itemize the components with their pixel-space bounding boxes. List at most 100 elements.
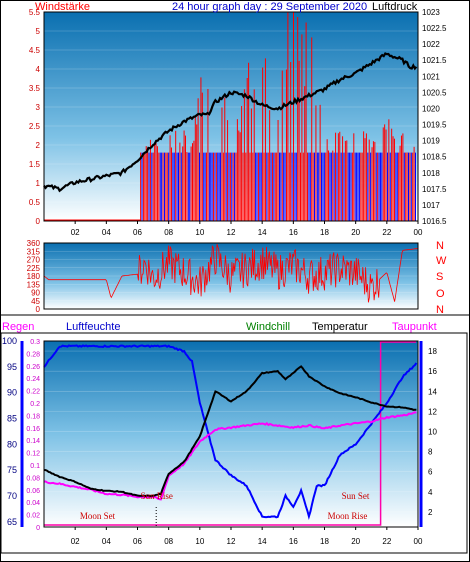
p1-left-tick-label: 4.5 [29, 46, 41, 55]
p1-right-tick-label: 1022.5 [422, 24, 447, 33]
luftdruck-label: Luftdruck [372, 1, 418, 13]
p1-left-tick-label: 1.5 [29, 160, 41, 169]
p1-x-tick-label: 14 [258, 228, 267, 237]
p3-rain-tick-label: 0.14 [26, 438, 40, 445]
p1-x-tick-label: 08 [164, 228, 173, 237]
p1-x-tick-label: 02 [71, 228, 80, 237]
p2-left-tick-label: 180 [27, 272, 41, 281]
wind-direction-line [43, 243, 419, 303]
windstaerke-label: Windstärke [35, 1, 91, 13]
p1-x-tick-label: 06 [133, 228, 142, 237]
p1-right-tick-label: 1018 [422, 169, 440, 178]
p3-rain-tick-label: 0.12 [26, 451, 40, 458]
p2-left-tick-label: 225 [27, 264, 41, 273]
moon-set-annotation: Moon Set [80, 511, 116, 521]
p1-x-tick-label: 20 [351, 228, 360, 237]
p3-rain-tick-label: 0.04 [26, 500, 40, 507]
p1-left-tick-label: 5 [36, 27, 41, 36]
temperature-line [43, 365, 417, 498]
p1-x-tick-label: 04 [102, 228, 111, 237]
p3-x-tick-label: 00 [414, 537, 423, 546]
p3-rain-tick-label: 0.26 [26, 364, 40, 371]
p3-rain-tick-label: 0.28 [26, 351, 40, 358]
p3-rain-tick-label: 0.3 [30, 339, 40, 346]
p3-x-tick-label: 20 [351, 537, 360, 546]
p3-humidity-tick-label: 100 [2, 336, 17, 346]
pressure-line [43, 52, 418, 193]
compass-w: W [436, 255, 447, 267]
regen-label: Regen [2, 321, 35, 333]
p3-humidity-tick-label: 65 [7, 517, 17, 527]
p1-left-tick-label: 3.5 [29, 84, 41, 93]
p3-right-tick-label: 12 [428, 407, 437, 416]
p2-left-tick-label: 0 [36, 305, 41, 314]
p2-left-tick-label: 135 [27, 280, 41, 289]
p3-right-tick-label: 18 [428, 347, 437, 356]
p3-right-tick-label: 10 [428, 427, 437, 436]
p3-right-tick-label: 6 [428, 468, 433, 477]
p3-x-tick-label: 22 [382, 537, 391, 546]
p1-left-tick-label: 0.5 [29, 198, 41, 207]
p1-right-tick-label: 1023 [422, 8, 440, 17]
taupunkt-label: Taupunkt [392, 321, 437, 333]
p3-right-tick-label: 8 [428, 448, 433, 457]
p1-x-tick-label: 00 [414, 228, 423, 237]
p1-x-tick-label: 22 [382, 228, 391, 237]
p3-rain-tick-label: 0 [36, 525, 40, 532]
p1-right-tick-label: 1021 [422, 72, 440, 81]
p3-rain-tick-label: 0.02 [26, 513, 40, 520]
compass-o: O [436, 288, 445, 300]
dewpoint-line [43, 411, 417, 501]
p1-right-tick-label: 1021.5 [422, 56, 447, 65]
p3-rain-tick-label: 0.18 [26, 413, 40, 420]
p1-left-tick-label: 0 [36, 217, 41, 226]
p2-left-tick-label: 270 [27, 256, 41, 265]
p1-left-tick-label: 2.5 [29, 122, 41, 131]
p3-x-tick-label: 10 [195, 537, 204, 546]
p2-left-tick-label: 360 [27, 239, 41, 248]
p3-humidity-tick-label: 95 [7, 362, 17, 372]
p3-humidity-tick-label: 70 [7, 491, 17, 501]
sun-set-annotation: Sun Set [342, 491, 370, 501]
p3-rain-tick-label: 0.06 [26, 488, 40, 495]
p1-left-tick-label: 3 [36, 103, 41, 112]
panel-2-border [43, 242, 419, 310]
p1-right-tick-label: 1017.5 [422, 185, 447, 194]
p3-x-tick-label: 18 [320, 537, 329, 546]
p2-left-tick-label: 45 [31, 297, 40, 306]
p1-right-tick-label: 1018.5 [422, 153, 447, 162]
p3-rain-tick-label: 0.24 [26, 376, 40, 383]
p3-x-tick-label: 06 [133, 537, 142, 546]
p1-right-tick-label: 1019 [422, 137, 440, 146]
p3-right-tick-label: 14 [428, 387, 437, 396]
temperatur-label: Temperatur [312, 321, 368, 333]
p1-x-tick-label: 18 [320, 228, 329, 237]
p3-rain-tick-label: 0.2 [30, 401, 40, 408]
p1-left-tick-label: 1 [36, 179, 41, 188]
p3-x-tick-label: 12 [227, 537, 236, 546]
p1-x-tick-label: 12 [227, 228, 236, 237]
p1-right-tick-label: 1022 [422, 40, 440, 49]
sun-rise-annotation: Sun Rise [141, 491, 173, 501]
p1-left-tick-label: 5.5 [29, 8, 41, 17]
compass-n-bottom: N [436, 304, 444, 316]
p1-right-tick-label: 1019.5 [422, 121, 447, 130]
luftfeuchte-label: Luftfeuchte [66, 321, 121, 333]
p3-humidity-tick-label: 85 [7, 414, 17, 424]
p3-x-tick-label: 04 [102, 537, 111, 546]
compass-s: S [436, 271, 444, 283]
p3-x-tick-label: 02 [71, 537, 80, 546]
p1-left-tick-label: 2 [36, 141, 41, 150]
panel-3-plot-area [44, 341, 418, 527]
compass-n-top: N [436, 240, 444, 252]
lower-section-frame [0, 332, 468, 554]
p1-right-tick-label: 1020 [422, 104, 440, 113]
moon-rise-annotation: Moon Rise [328, 511, 368, 521]
humidity-line [43, 344, 418, 520]
p1-left-tick-label: 4 [36, 65, 41, 74]
p1-right-tick-label: 1017 [422, 201, 440, 210]
p2-left-tick-label: 315 [27, 247, 41, 256]
p1-right-tick-label: 1020.5 [422, 88, 447, 97]
p3-x-tick-label: 16 [289, 537, 298, 546]
